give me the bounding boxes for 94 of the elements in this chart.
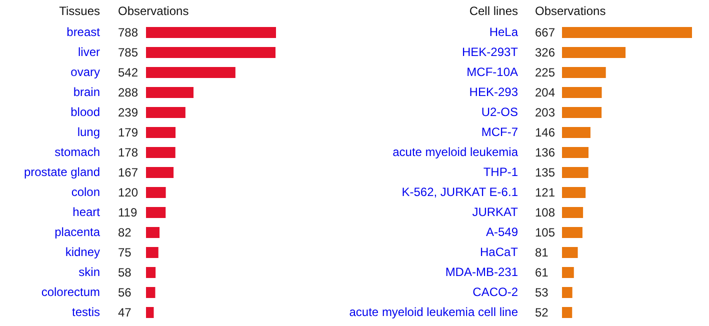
data-label: 788 — [118, 26, 138, 40]
y-tick-label: skin — [78, 265, 100, 279]
data-label: 136 — [535, 146, 556, 160]
y-tick-label: MCF-7 — [481, 125, 518, 139]
bar — [562, 287, 572, 298]
y-tick-label: stomach — [54, 145, 100, 159]
bar — [146, 47, 276, 58]
data-label: 785 — [118, 46, 138, 60]
data-label: 53 — [535, 286, 549, 300]
bar — [146, 127, 176, 138]
bar — [146, 87, 194, 98]
y-tick-label: acute myeloid leukemia — [392, 145, 518, 159]
data-label: 179 — [118, 126, 138, 140]
y-tick-label: colorectum — [41, 285, 100, 299]
data-label: 58 — [118, 266, 132, 280]
y-tick-label: JURKAT — [472, 205, 519, 219]
y-tick-label: liver — [78, 45, 100, 59]
y-tick-label: breast — [66, 25, 101, 39]
y-tick-label: A-549 — [486, 225, 518, 239]
y-tick-label: testis — [72, 305, 100, 319]
data-label: 121 — [535, 186, 556, 200]
data-label: 135 — [535, 166, 556, 180]
bar — [562, 67, 606, 78]
bar — [146, 307, 154, 318]
y-tick-label: K-562, JURKAT E-6.1 — [402, 185, 518, 199]
data-label: 120 — [118, 186, 138, 200]
bar — [146, 147, 176, 158]
data-label: 667 — [535, 26, 556, 40]
data-label: 167 — [118, 166, 138, 180]
data-label: 204 — [535, 86, 556, 100]
bar — [562, 107, 602, 118]
bar — [146, 27, 276, 38]
bar — [146, 207, 166, 218]
bar — [562, 47, 626, 58]
y-tick-label: lung — [77, 125, 100, 139]
bar — [562, 127, 590, 138]
y-tick-label: acute myeloid leukemia cell line — [349, 305, 518, 319]
data-label: 146 — [535, 126, 556, 140]
data-label: 75 — [118, 246, 132, 260]
y-tick-label: HEK-293 — [469, 85, 518, 99]
data-label: 61 — [535, 266, 549, 280]
data-label: 225 — [535, 66, 556, 80]
data-label: 326 — [535, 46, 556, 60]
bar — [146, 187, 166, 198]
bar — [562, 187, 586, 198]
bar — [146, 267, 156, 278]
y-tick-label: MCF-10A — [466, 65, 518, 79]
bar — [562, 207, 584, 218]
y-tick-label: colon — [71, 185, 100, 199]
y-tick-label: MDA-MB-231 — [445, 265, 518, 279]
y-tick-label: HEK-293T — [462, 45, 519, 59]
y-axis-title: Tissues — [59, 4, 100, 18]
y-tick-label: heart — [72, 205, 101, 219]
data-label: 203 — [535, 106, 556, 120]
data-label: 178 — [118, 146, 138, 160]
y-tick-label: kidney — [65, 245, 100, 259]
data-label: 47 — [118, 306, 132, 320]
bar — [562, 147, 589, 158]
data-label: 108 — [535, 206, 556, 220]
bar — [562, 247, 578, 258]
y-tick-label: prostate gland — [24, 165, 100, 179]
data-label: 542 — [118, 66, 138, 80]
data-label: 105 — [535, 226, 556, 240]
bar — [562, 307, 572, 318]
bar — [146, 107, 186, 118]
y-tick-label: THP-1 — [483, 165, 518, 179]
bar — [562, 267, 574, 278]
bar — [146, 67, 236, 78]
y-tick-label: HeLa — [489, 25, 518, 39]
data-label: 56 — [118, 286, 132, 300]
y-axis-title: Cell lines — [469, 4, 518, 18]
y-tick-label: brain — [73, 85, 100, 99]
bar — [146, 247, 158, 258]
data-label: 52 — [535, 306, 549, 320]
bar — [562, 227, 582, 238]
x-axis-title: Observations — [118, 4, 189, 18]
y-tick-label: placenta — [54, 225, 100, 239]
data-label: 119 — [118, 206, 138, 220]
bar — [146, 287, 156, 298]
y-tick-label: U2-OS — [481, 105, 518, 119]
data-label: 288 — [118, 86, 138, 100]
bar — [146, 167, 174, 178]
y-tick-label: blood — [70, 105, 100, 119]
y-tick-label: CACO-2 — [472, 285, 518, 299]
bar — [562, 27, 692, 38]
data-label: 239 — [118, 106, 138, 120]
x-axis-title: Observations — [535, 4, 606, 18]
y-tick-label: ovary — [70, 65, 100, 79]
bar — [146, 227, 160, 238]
y-tick-label: HaCaT — [480, 245, 519, 259]
bar — [562, 167, 588, 178]
data-label: 82 — [118, 226, 132, 240]
data-label: 81 — [535, 246, 549, 260]
bar — [562, 87, 602, 98]
